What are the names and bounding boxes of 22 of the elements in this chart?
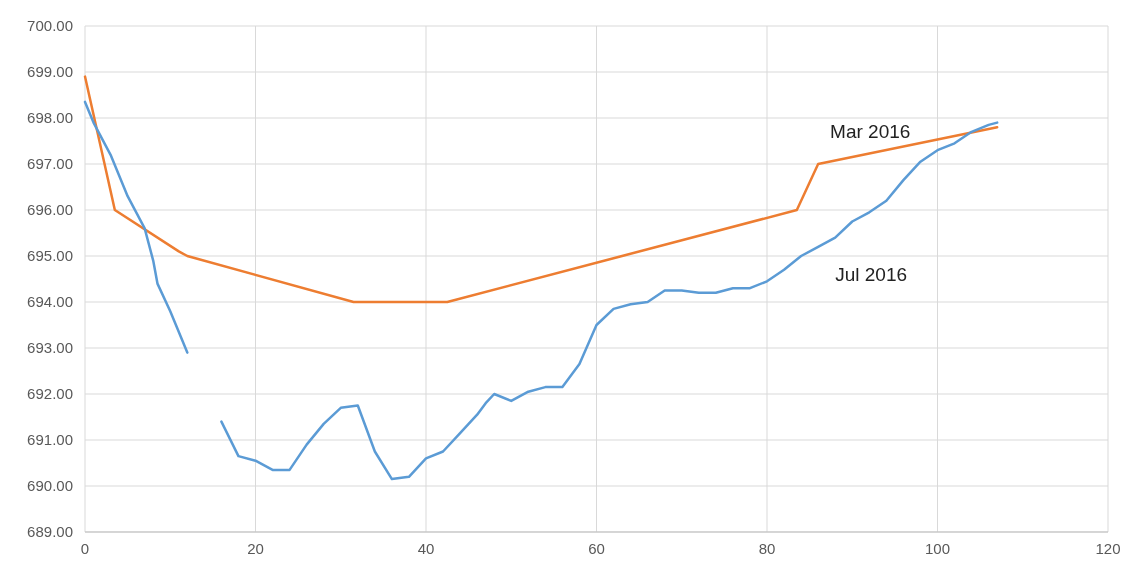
x-tick-label: 80 (758, 540, 776, 557)
x-tick-label: 40 (417, 540, 435, 557)
y-tick-label: 690.00 (27, 477, 73, 495)
y-tick-label: 694.00 (27, 293, 73, 311)
y-tick-label: 700.00 (27, 17, 73, 35)
y-tick-label: 697.00 (27, 155, 73, 173)
x-tick-label: 0 (80, 540, 90, 557)
y-tick-label: 689.00 (27, 523, 73, 541)
x-tick-label: 120 (1095, 540, 1121, 557)
y-tick-label: 691.00 (27, 431, 73, 449)
y-tick-label: 698.00 (27, 109, 73, 127)
y-tick-label: 692.00 (27, 385, 73, 403)
y-tick-label: 695.00 (27, 247, 73, 265)
series-label: Mar 2016 (830, 120, 911, 142)
x-tick-label: 20 (247, 540, 264, 557)
y-tick-label: 693.00 (27, 339, 73, 357)
x-tick-label: 100 (924, 540, 951, 557)
y-tick-label: 696.00 (27, 201, 73, 219)
y-tick-label: 699.00 (27, 63, 73, 81)
series-label: Jul 2016 (835, 263, 908, 285)
x-tick-label: 60 (588, 540, 605, 557)
line-series (83, 75, 999, 304)
